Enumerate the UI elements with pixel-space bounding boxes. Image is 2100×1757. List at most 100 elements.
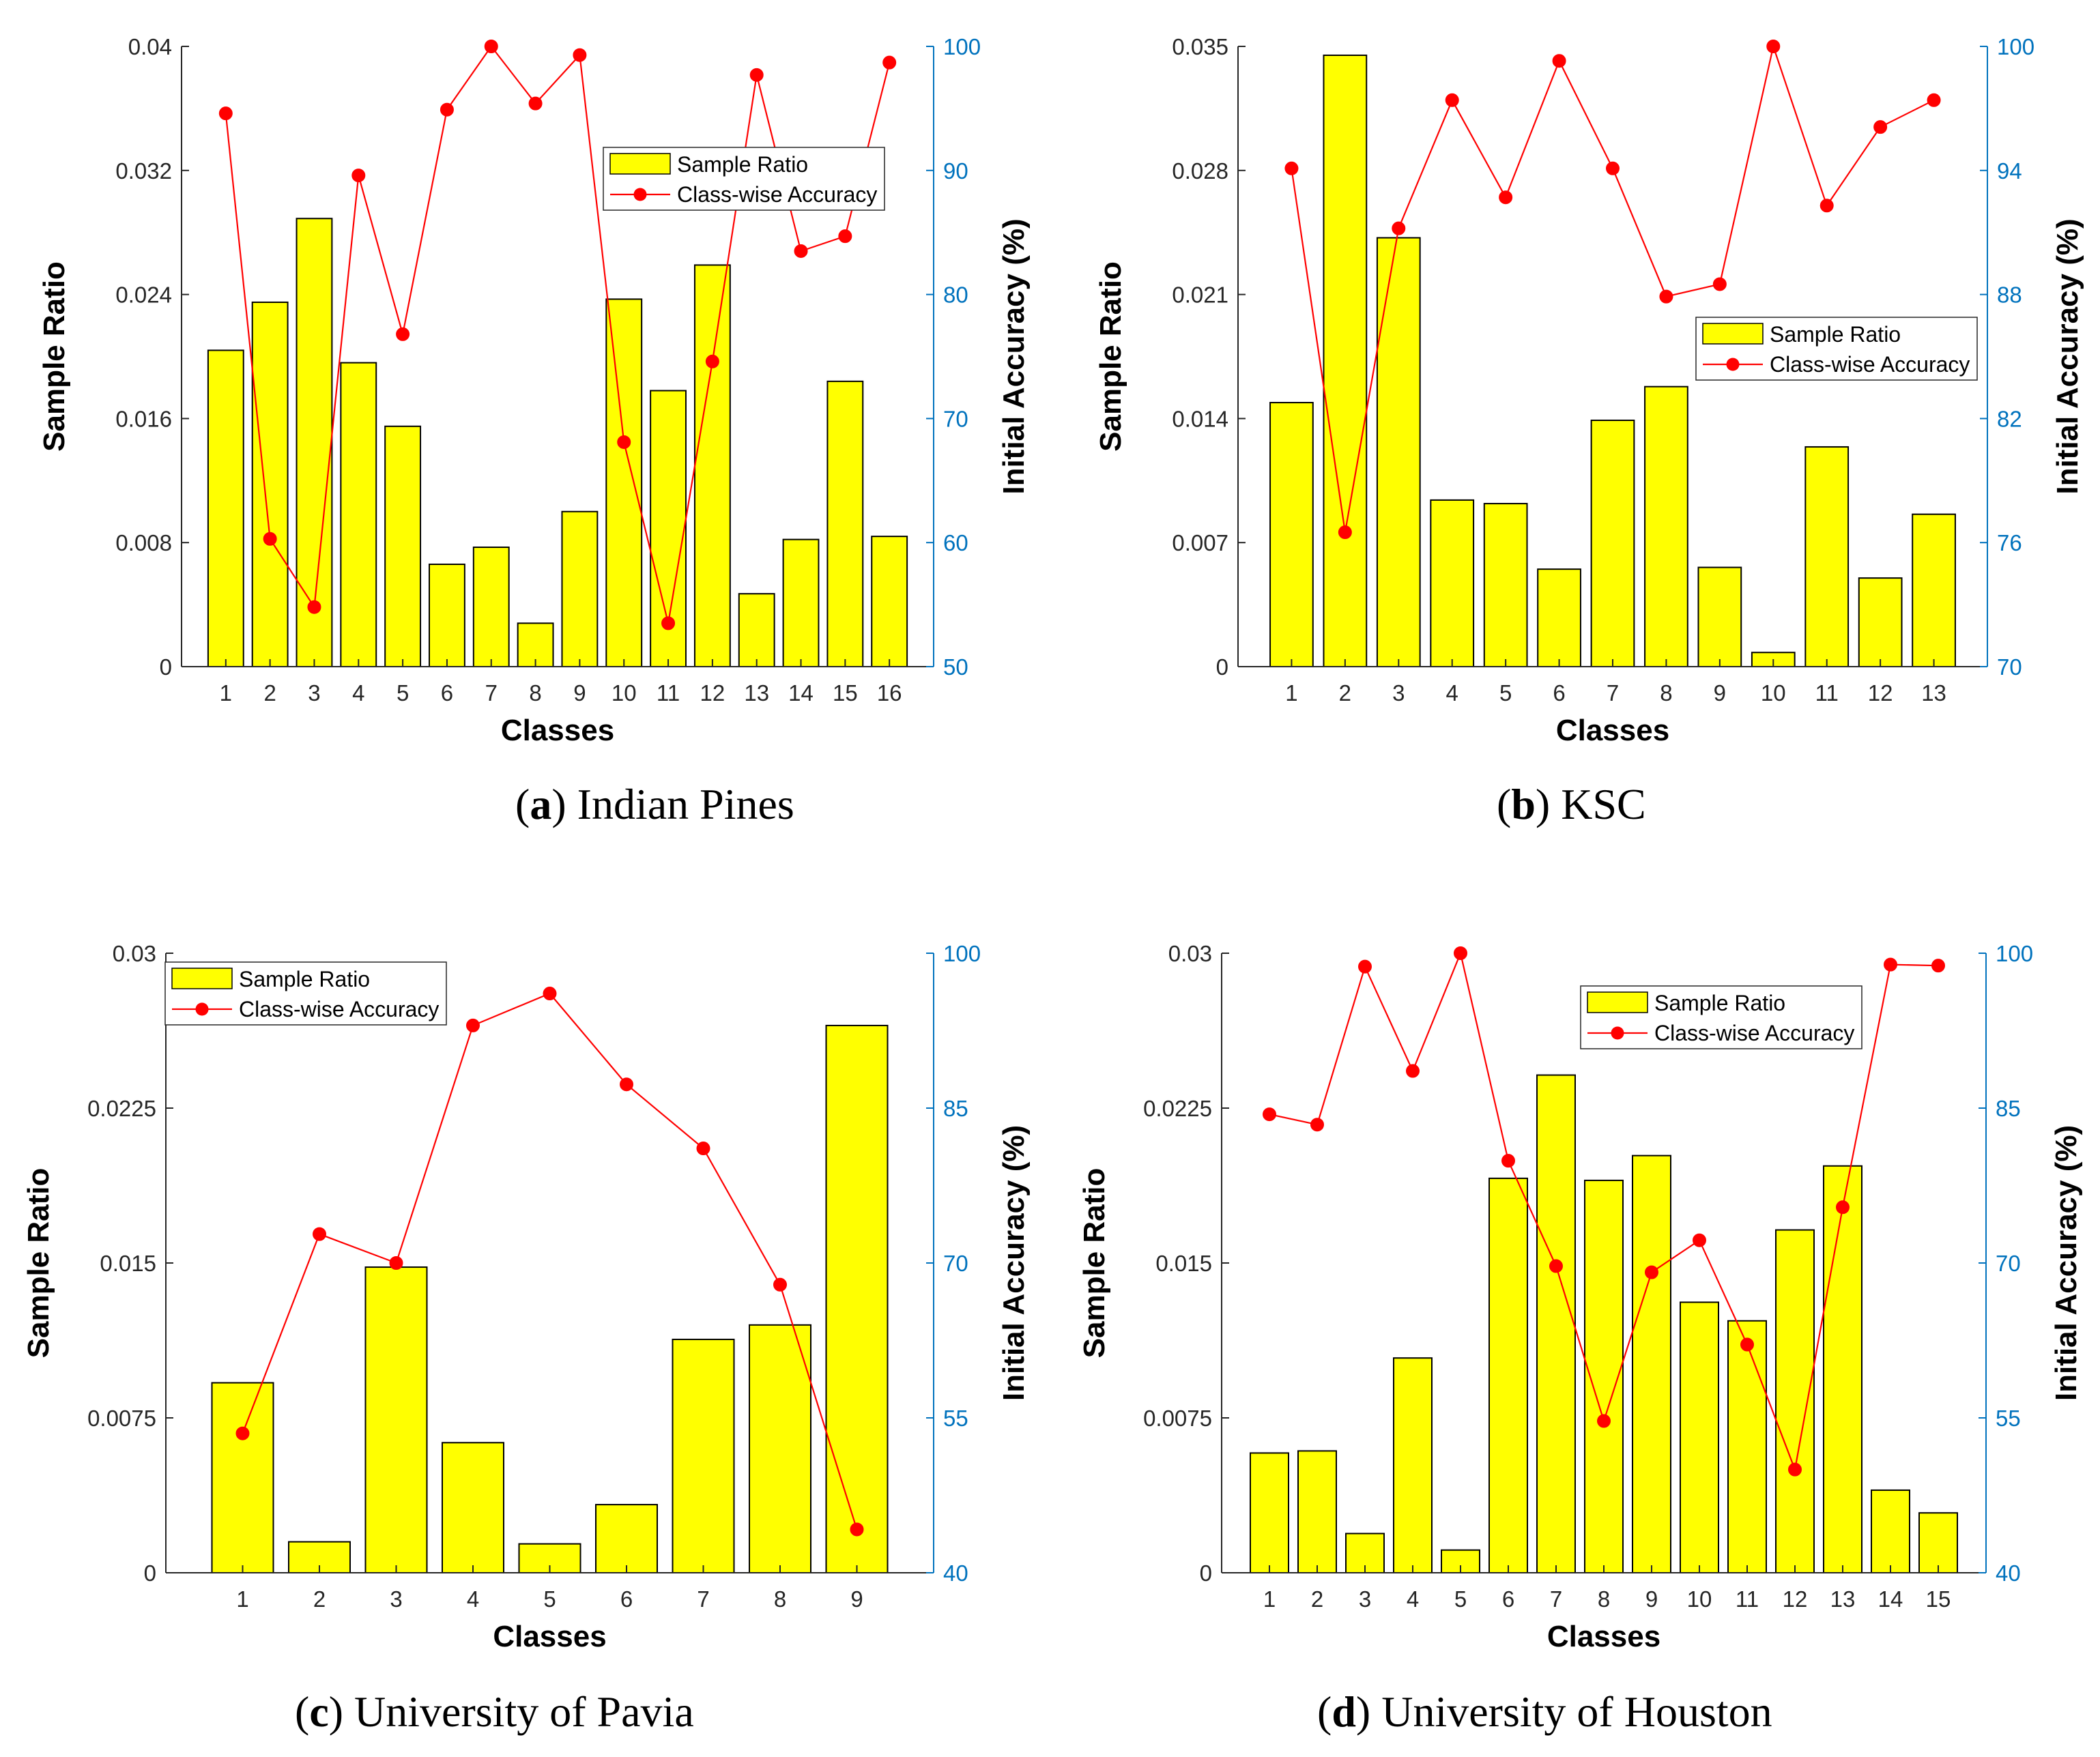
- legend: Sample Ratio Class-wise Accuracy: [603, 147, 885, 211]
- left-tick-label: 0.03: [113, 941, 156, 966]
- x-tick-label: 5: [1454, 1586, 1467, 1612]
- left-axis-label: Sample Ratio: [1094, 261, 1127, 452]
- bar-class-2: [1323, 54, 1368, 667]
- x-tick-label: 1: [1263, 1586, 1276, 1612]
- bar-class-2: [1297, 1450, 1337, 1574]
- accuracy-point-class-13: [1836, 1200, 1850, 1215]
- accuracy-point-class-13: [749, 68, 764, 82]
- accuracy-point-class-15: [838, 229, 852, 244]
- right-tick-label: 50: [943, 654, 968, 680]
- x-tick-label: 1: [220, 680, 232, 706]
- accuracy-point-class-7: [1549, 1259, 1563, 1273]
- accuracy-point-class-8: [1659, 289, 1673, 304]
- panel-caption: (d) University of Houston: [1317, 1687, 1772, 1736]
- panel-caption: (c) University of Pavia: [295, 1687, 694, 1736]
- x-tick-label: 3: [390, 1586, 402, 1612]
- bar-class-4: [1430, 499, 1475, 668]
- bar-class-6: [429, 564, 465, 668]
- caption-paren: (: [1497, 780, 1511, 828]
- bar-class-9: [561, 510, 599, 667]
- caption-letter: a: [530, 780, 551, 828]
- right-tick-label: 60: [943, 530, 968, 555]
- chart-panel-c: 0 0.0075 0.015 0.0225 0.03 40 55 70 85 100 1 2 3 4 5 6 7…: [22, 941, 1031, 1736]
- accuracy-point-class-12: [1788, 1462, 1802, 1477]
- x-tick-label: 12: [1783, 1586, 1808, 1612]
- left-tick-label: 0.015: [100, 1251, 156, 1276]
- x-tick-label: 13: [744, 680, 769, 706]
- bar-class-5: [384, 425, 422, 667]
- accuracy-point-class-8: [773, 1277, 787, 1292]
- x-axis-label: Classes: [1547, 1620, 1660, 1653]
- right-tick-label: 76: [1997, 530, 2022, 555]
- legend-line-marker: [195, 1002, 209, 1016]
- bar-class-7: [1590, 419, 1635, 667]
- caption-letter: c: [309, 1687, 328, 1736]
- accuracy-point-class-9: [573, 48, 587, 62]
- legend: Sample Ratio Class-wise Accuracy: [164, 961, 447, 1026]
- x-tick-label: 10: [1761, 680, 1786, 706]
- bar-class-1: [1250, 1452, 1289, 1574]
- bar-class-11: [1727, 1320, 1767, 1574]
- panel-caption: (a) Indian Pines: [515, 780, 794, 828]
- x-tick-label: 1: [236, 1586, 248, 1612]
- accuracy-point-class-2: [1338, 525, 1352, 540]
- bar-class-15: [1918, 1512, 1958, 1573]
- x-tick-label: 5: [397, 680, 409, 706]
- right-tick-label: 80: [943, 282, 968, 308]
- bar-class-7: [472, 547, 510, 668]
- accuracy-point-class-3: [389, 1256, 403, 1270]
- right-tick-label: 70: [1996, 1251, 2021, 1276]
- legend-line-label: Class-wise Accuracy: [677, 182, 877, 207]
- x-tick-label: 8: [1660, 680, 1672, 706]
- accuracy-point-class-2: [263, 532, 277, 546]
- x-tick-label: 2: [1339, 680, 1351, 706]
- accuracy-point-class-6: [1552, 54, 1566, 68]
- left-tick-label: 0.024: [115, 282, 172, 308]
- right-tick-label: 40: [943, 1560, 968, 1586]
- right-tick-label: 100: [943, 34, 981, 59]
- x-tick-label: 4: [1407, 1586, 1419, 1612]
- bar-class-1: [211, 1382, 274, 1573]
- x-tick-label: 6: [620, 1586, 633, 1612]
- accuracy-point-class-3: [307, 600, 321, 614]
- accuracy-point-class-9: [850, 1522, 864, 1537]
- x-tick-label: 5: [543, 1586, 556, 1612]
- bar-class-10: [1680, 1301, 1719, 1574]
- accuracy-point-class-6: [620, 1077, 633, 1092]
- accuracy-point-class-13: [1927, 93, 1941, 107]
- right-tick-label: 100: [1997, 34, 2034, 59]
- accuracy-point-class-5: [1499, 190, 1513, 205]
- left-tick-label: 0: [160, 654, 172, 680]
- bar-class-2: [251, 301, 289, 667]
- bar-class-7: [672, 1338, 735, 1574]
- accuracy-point-class-4: [1445, 93, 1459, 107]
- x-tick-label: 3: [1359, 1586, 1371, 1612]
- accuracy-point-class-6: [1501, 1154, 1515, 1168]
- x-tick-label: 11: [657, 680, 680, 706]
- right-tick-label: 88: [1997, 282, 2022, 308]
- accuracy-point-class-2: [313, 1227, 326, 1241]
- caption-title: Indian Pines: [577, 780, 794, 828]
- left-tick-label: 0.035: [1172, 34, 1228, 59]
- right-tick-label: 100: [1996, 941, 2033, 966]
- accuracy-point-class-4: [351, 169, 366, 183]
- x-tick-label: 6: [1553, 680, 1565, 706]
- left-tick-label: 0.0075: [87, 1406, 156, 1431]
- x-tick-label: 6: [1502, 1586, 1514, 1612]
- left-axis-label: Sample Ratio: [38, 261, 71, 452]
- x-tick-label: 3: [308, 680, 320, 706]
- right-axis-label: Initial Accuracy (%): [997, 1125, 1031, 1401]
- bar-class-12: [693, 264, 731, 667]
- accuracy-point-class-5: [1454, 946, 1467, 960]
- caption-letter: b: [1511, 780, 1536, 828]
- plot-area: [166, 953, 934, 1573]
- bar-class-9: [825, 1024, 889, 1573]
- bar-class-13: [738, 593, 775, 668]
- bar-class-3: [364, 1266, 428, 1573]
- accuracy-point-class-9: [1645, 1265, 1658, 1279]
- legend-bar-swatch: [1702, 323, 1764, 345]
- left-tick-label: 0.028: [1172, 158, 1228, 184]
- left-tick-label: 0.0225: [1143, 1096, 1212, 1121]
- left-tick-label: 0: [1200, 1560, 1212, 1586]
